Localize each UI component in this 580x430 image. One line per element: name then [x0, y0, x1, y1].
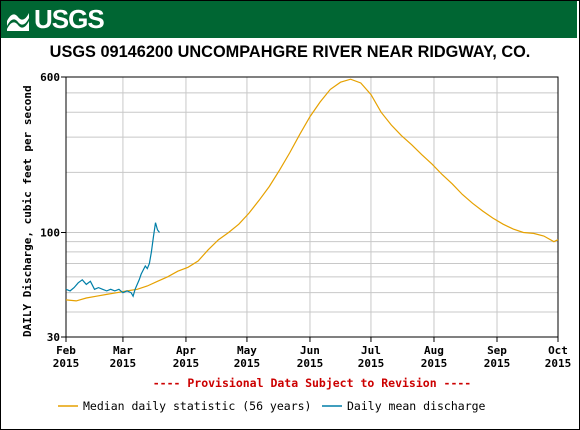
series-line-1 — [65, 222, 160, 298]
y-tick-label: 30 — [47, 331, 60, 344]
usgs-logo-text: USGS — [34, 4, 105, 34]
x-tick-month: Sep — [487, 344, 507, 357]
series-layer — [65, 78, 559, 302]
chart-grid — [65, 76, 559, 338]
legend-label-0: Median daily statistic (56 years) — [83, 399, 311, 413]
legend: Median daily statistic (56 years) Daily m… — [58, 399, 486, 413]
series-line-0 — [65, 78, 559, 302]
x-tick-year: 2015 — [53, 357, 80, 370]
x-tick-year: 2015 — [358, 357, 385, 370]
x-tick-month: Apr — [176, 344, 196, 357]
x-tick-month: Jun — [300, 344, 320, 357]
provisional-annotation: ---- Provisional Data Subject to Revisio… — [153, 376, 472, 390]
chart-title: USGS 09146200 UNCOMPAHGRE RIVER NEAR RID… — [49, 42, 531, 61]
x-tick-month: Oct — [548, 344, 568, 357]
y-axis-ticks: 30 100 600 — [40, 71, 66, 344]
usgs-logo[interactable]: USGS — [5, 4, 105, 35]
usgs-banner: USGS — [1, 1, 577, 38]
legend-label-1: Daily mean discharge — [347, 399, 486, 413]
x-tick-month: Mar — [113, 344, 133, 357]
x-tick-month: Aug — [424, 344, 444, 357]
x-tick-year: 2015 — [297, 357, 324, 370]
x-tick-year: 2015 — [545, 357, 572, 370]
x-tick-month: May — [237, 344, 257, 357]
x-tick-year: 2015 — [173, 357, 200, 370]
x-tick-year: 2015 — [484, 357, 511, 370]
x-axis-ticks: Feb2015Mar2015Apr2015May2015Jun2015Jul20… — [53, 337, 572, 370]
x-tick-year: 2015 — [234, 357, 261, 370]
y-tick-label: 600 — [40, 71, 60, 84]
x-tick-month: Feb — [56, 344, 76, 357]
y-tick-label: 100 — [40, 227, 60, 240]
usgs-wave-icon — [7, 12, 29, 31]
plot-area — [65, 76, 559, 338]
y-axis-label: DAILY Discharge, cubic feet per second — [21, 85, 34, 337]
x-tick-year: 2015 — [110, 357, 137, 370]
x-tick-month: Jul — [361, 344, 381, 357]
x-tick-year: 2015 — [421, 357, 448, 370]
